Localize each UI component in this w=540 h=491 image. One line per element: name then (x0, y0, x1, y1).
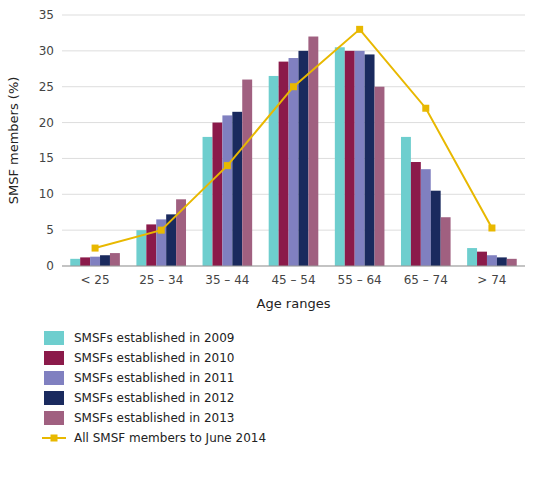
bar (242, 80, 252, 266)
bar (166, 214, 176, 266)
bar (411, 162, 421, 266)
bar (401, 137, 411, 266)
legend-swatch (44, 391, 64, 405)
bar (269, 76, 279, 266)
legend: SMSFs established in 2009 SMSFs establish… (42, 331, 266, 445)
x-axis-label: Age ranges (257, 296, 331, 311)
bar (507, 259, 517, 266)
marks (70, 26, 516, 266)
y-tick-label: 20 (39, 116, 54, 130)
bar (203, 137, 213, 266)
legend-swatch (44, 371, 64, 385)
legend-label: SMSFs established in 2011 (74, 371, 235, 385)
y-axis-label: SMSF members (%) (6, 77, 21, 205)
legend-label: All SMSF members to June 2014 (74, 431, 266, 445)
y-tick-label: 0 (46, 259, 54, 273)
bar (345, 51, 355, 266)
bar (176, 199, 186, 266)
y-tick-label: 25 (39, 80, 54, 94)
legend-swatch (44, 331, 64, 345)
bar (467, 248, 477, 266)
chart: 0 5 10 15 20 25 30 35 < 25 25 – 34 35 – 44 45 – 54 5… (0, 0, 540, 491)
line-marker (356, 26, 363, 33)
bar (70, 259, 80, 266)
bar (308, 37, 318, 266)
bar (279, 62, 289, 266)
y-tick-label: 35 (39, 8, 54, 22)
bar (110, 253, 120, 266)
grid-line (62, 266, 525, 267)
bar (487, 255, 497, 266)
bar (375, 87, 385, 266)
grid-line (62, 15, 525, 16)
x-tick-label: 35 – 44 (205, 273, 249, 287)
x-tick-label: > 74 (477, 273, 506, 287)
bar (355, 51, 365, 266)
bar (80, 257, 90, 266)
legend-swatch (44, 411, 64, 425)
line (95, 29, 492, 248)
line-marker (422, 105, 429, 112)
bar (146, 224, 156, 266)
bar (222, 115, 232, 266)
bar (335, 47, 345, 266)
y-tick-label: 15 (39, 151, 54, 165)
x-tick-label: 45 – 54 (271, 273, 315, 287)
y-tick-label: 30 (39, 44, 54, 58)
legend-swatch (44, 351, 64, 365)
grid-line (62, 50, 525, 51)
bar (365, 54, 375, 266)
x-tick-label: < 25 (81, 273, 110, 287)
y-tick-label: 5 (46, 223, 54, 237)
y-tick-label: 10 (39, 187, 54, 201)
bar (100, 255, 110, 266)
bar (477, 252, 487, 266)
line-marker (290, 83, 297, 90)
x-tick-label: 25 – 34 (139, 273, 183, 287)
bar (431, 191, 441, 266)
bar (298, 51, 308, 266)
legend-label: SMSFs established in 2012 (74, 391, 235, 405)
line-marker (488, 224, 495, 231)
bar (90, 257, 100, 266)
line-marker (224, 162, 231, 169)
x-tick-label: 65 – 74 (404, 273, 448, 287)
line-marker (92, 245, 99, 252)
x-axis-line (62, 266, 525, 267)
line-marker (158, 227, 165, 234)
bar (497, 257, 507, 266)
bar (289, 58, 299, 266)
bar (212, 123, 222, 266)
bar (421, 169, 431, 266)
bar (232, 112, 242, 266)
legend-label: SMSFs established in 2013 (74, 411, 235, 425)
legend-label: SMSFs established in 2009 (74, 331, 235, 345)
bar (441, 217, 451, 266)
x-tick-label: 55 – 64 (338, 273, 382, 287)
legend-label: SMSFs established in 2010 (74, 351, 235, 365)
legend-swatch (51, 435, 58, 442)
